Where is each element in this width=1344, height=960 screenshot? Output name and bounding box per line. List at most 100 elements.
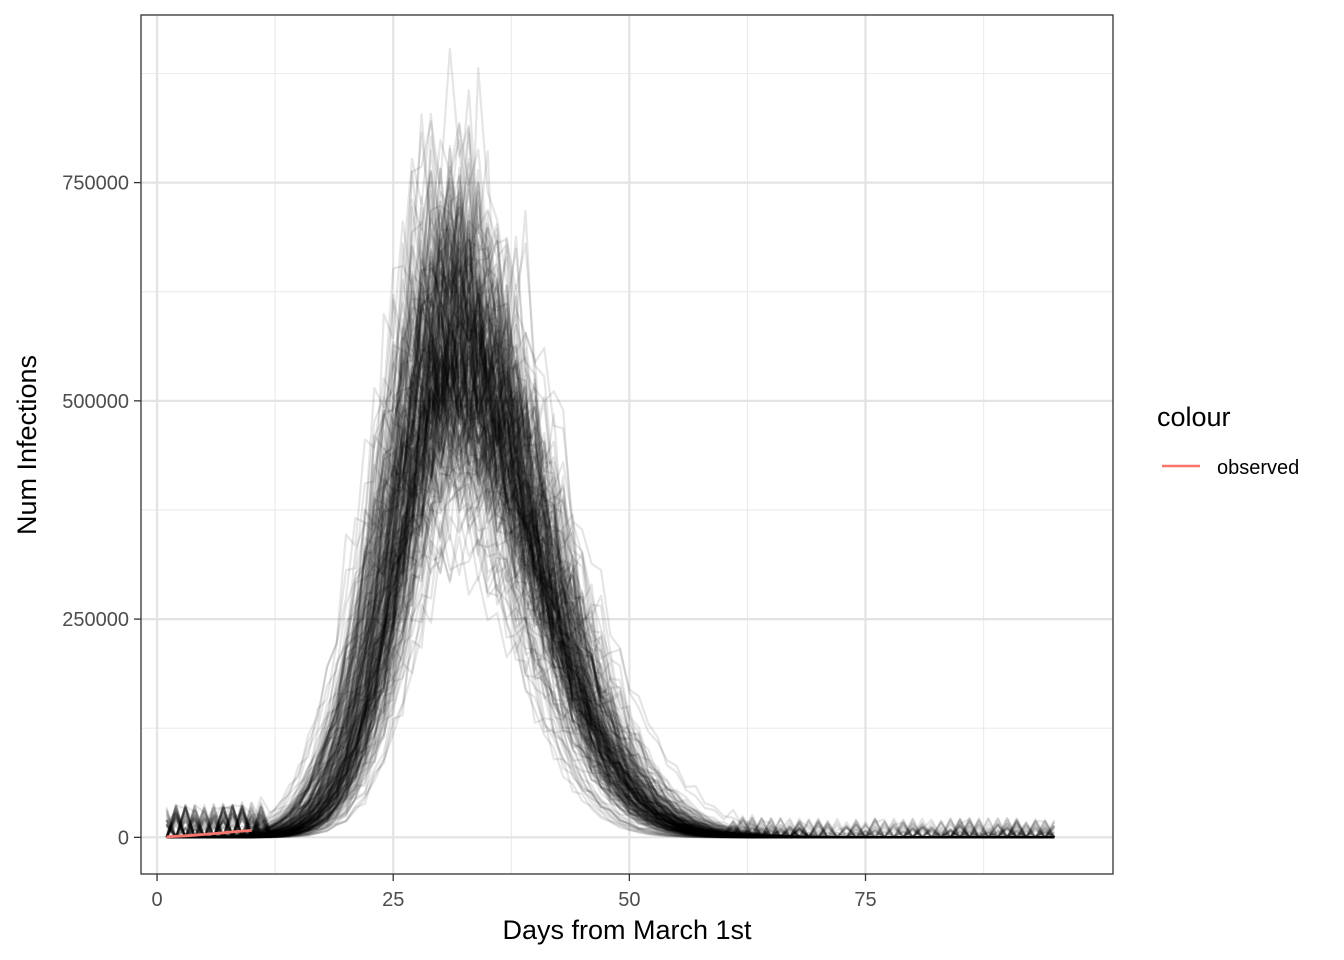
- simulation-line: [166, 384, 1055, 839]
- simulation-line: [166, 339, 1055, 839]
- simulation-line: [166, 294, 1055, 839]
- simulation-line: [166, 284, 1055, 839]
- simulation-line: [166, 239, 1055, 839]
- simulation-line: [166, 288, 1055, 839]
- simulation-line: [166, 281, 1055, 839]
- simulation-line: [165, 241, 1055, 839]
- simulation-line: [165, 240, 1055, 839]
- legend-title: colour: [1157, 402, 1231, 432]
- simulation-line: [166, 113, 1055, 839]
- simulation-line: [166, 246, 1055, 839]
- simulation-line: [166, 221, 1055, 839]
- simulation-line: [166, 302, 1055, 839]
- simulation-line: [166, 374, 1055, 839]
- simulation-line: [166, 334, 1055, 839]
- simulation-line: [166, 209, 1055, 839]
- simulation-line: [166, 325, 1055, 839]
- simulation-line: [166, 304, 1055, 839]
- simulation-line: [166, 390, 1055, 839]
- simulation-line: [165, 149, 1055, 839]
- simulation-line: [166, 363, 1055, 839]
- simulation-line: [166, 202, 1055, 839]
- simulation-line: [165, 382, 1055, 839]
- simulation-line: [166, 232, 1055, 839]
- plot-border: [140, 14, 1114, 875]
- simulation-line: [166, 256, 1055, 839]
- simulation-line: [166, 458, 1055, 839]
- simulation-line: [166, 312, 1055, 839]
- simulation-line: [166, 279, 1055, 839]
- simulation-line: [166, 112, 1055, 839]
- simulation-line: [166, 239, 1055, 839]
- simulation-line: [165, 424, 1055, 839]
- simulation-line: [166, 382, 1055, 839]
- simulation-line: [166, 392, 1055, 839]
- simulation-line: [165, 147, 1055, 839]
- simulation-line: [166, 333, 1055, 839]
- simulation-line: [165, 523, 1055, 839]
- simulation-line: [166, 428, 1055, 839]
- grid-major: [141, 15, 1113, 874]
- simulation-line: [166, 290, 1055, 839]
- simulation-line: [165, 322, 1055, 839]
- simulation-line: [165, 387, 1055, 839]
- simulation-line: [166, 183, 1055, 839]
- simulation-line: [166, 428, 1055, 839]
- simulation-line: [166, 390, 1055, 839]
- simulation-line: [166, 206, 1055, 839]
- simulation-line: [166, 343, 1055, 839]
- y-tick-label: 500000: [62, 391, 129, 413]
- simulation-line: [166, 296, 1055, 839]
- simulation-line: [166, 296, 1055, 839]
- simulation-line: [166, 302, 1055, 839]
- simulation-line: [165, 414, 1055, 839]
- simulation-line: [165, 281, 1055, 839]
- simulation-line: [166, 341, 1055, 839]
- simulation-line: [166, 387, 1055, 839]
- simulation-lines: [165, 48, 1056, 839]
- simulation-line: [166, 67, 1055, 839]
- simulation-line: [166, 302, 1055, 839]
- simulation-line: [166, 177, 1055, 839]
- y-tick-label: 750000: [62, 173, 129, 195]
- simulation-line: [166, 429, 1055, 839]
- plot-panel: [141, 15, 1113, 874]
- simulation-line: [166, 303, 1055, 839]
- simulation-line: [166, 382, 1055, 839]
- simulation-line: [166, 401, 1055, 839]
- simulation-line: [166, 282, 1055, 839]
- simulation-line: [166, 209, 1055, 839]
- simulation-line: [166, 209, 1055, 839]
- simulation-line: [166, 391, 1055, 839]
- simulation-line: [166, 169, 1055, 839]
- simulation-line: [165, 306, 1055, 839]
- simulation-line: [166, 285, 1055, 839]
- simulation-line: [165, 298, 1055, 839]
- simulation-line: [165, 319, 1055, 839]
- simulation-line: [166, 335, 1055, 839]
- simulation-line: [165, 279, 1055, 839]
- simulation-line: [166, 124, 1055, 839]
- legend: colour observed: [1157, 402, 1299, 479]
- simulation-line: [166, 354, 1055, 839]
- simulation-line: [166, 89, 1055, 839]
- simulation-line: [166, 206, 1055, 839]
- simulation-line: [166, 344, 1055, 839]
- simulation-line: [166, 361, 1055, 839]
- simulation-line: [166, 334, 1055, 839]
- simulation-line: [166, 175, 1055, 839]
- x-tick-label: 50: [618, 889, 640, 911]
- simulation-line: [165, 409, 1055, 839]
- simulation-line: [166, 273, 1055, 839]
- simulation-line: [166, 425, 1055, 839]
- simulation-line: [166, 335, 1055, 839]
- simulation-line: [166, 515, 1055, 839]
- simulation-line: [165, 322, 1055, 839]
- simulation-line: [166, 259, 1055, 839]
- simulation-line: [165, 253, 1055, 839]
- simulation-line: [166, 295, 1055, 839]
- simulation-line: [166, 273, 1055, 839]
- simulation-line: [165, 317, 1055, 839]
- y-axis: 0 250000 500000 750000: [62, 173, 141, 849]
- simulation-line: [166, 222, 1055, 839]
